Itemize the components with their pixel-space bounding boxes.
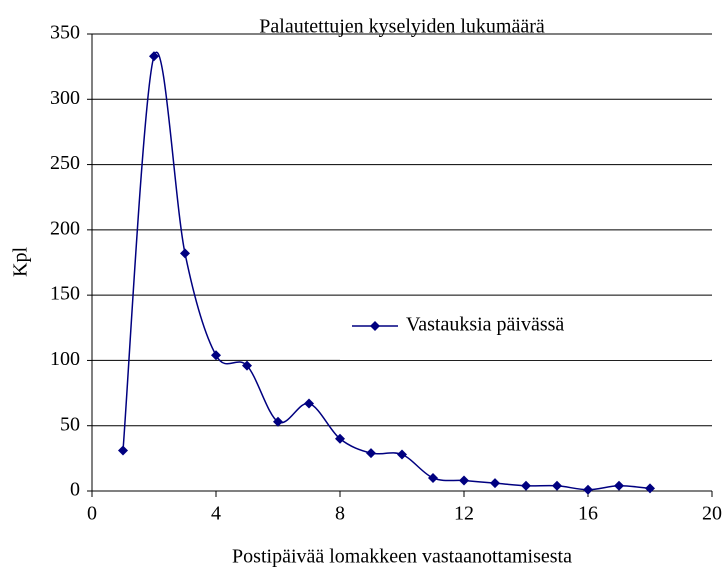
y-tick-label: 100 bbox=[50, 348, 80, 370]
legend-box bbox=[340, 296, 711, 360]
marker bbox=[428, 472, 438, 483]
y-tick-label: 0 bbox=[70, 479, 80, 501]
marker bbox=[490, 478, 500, 489]
y-tick-label: 350 bbox=[50, 22, 80, 44]
y-tick-label: 50 bbox=[60, 413, 80, 435]
x-tick-label: 8 bbox=[335, 503, 345, 525]
marker bbox=[118, 445, 128, 456]
marker bbox=[149, 51, 159, 62]
marker bbox=[583, 484, 593, 495]
chart-title: Palautettujen kyselyiden lukumäärä bbox=[259, 16, 545, 38]
marker bbox=[211, 350, 221, 361]
marker bbox=[180, 248, 190, 259]
marker bbox=[459, 475, 469, 486]
y-tick-label: 200 bbox=[50, 217, 80, 239]
marker bbox=[552, 480, 562, 491]
x-axis-label: Postipäivää lomakkeen vastaanottamisesta bbox=[232, 546, 572, 568]
y-axis-label: Kpl bbox=[10, 247, 32, 277]
marker bbox=[304, 398, 314, 409]
marker bbox=[242, 360, 252, 371]
x-tick-label: 4 bbox=[211, 503, 221, 525]
x-tick-label: 16 bbox=[578, 503, 598, 525]
marker bbox=[614, 480, 624, 491]
x-tick-label: 20 bbox=[702, 503, 722, 525]
x-tick-label: 12 bbox=[454, 503, 474, 525]
marker bbox=[521, 480, 531, 491]
line bbox=[122, 51, 651, 491]
marker bbox=[366, 448, 376, 459]
y-tick-label: 250 bbox=[50, 152, 80, 174]
y-tick-label: 300 bbox=[50, 87, 80, 109]
x-tick-label: 0 bbox=[87, 503, 97, 525]
legend-label: Vastauksia päivässä bbox=[406, 314, 564, 336]
legend-marker bbox=[370, 321, 380, 331]
marker bbox=[335, 433, 345, 444]
marker bbox=[645, 483, 655, 494]
marker bbox=[397, 449, 407, 460]
marker bbox=[273, 416, 283, 427]
y-tick-label: 150 bbox=[50, 283, 80, 305]
